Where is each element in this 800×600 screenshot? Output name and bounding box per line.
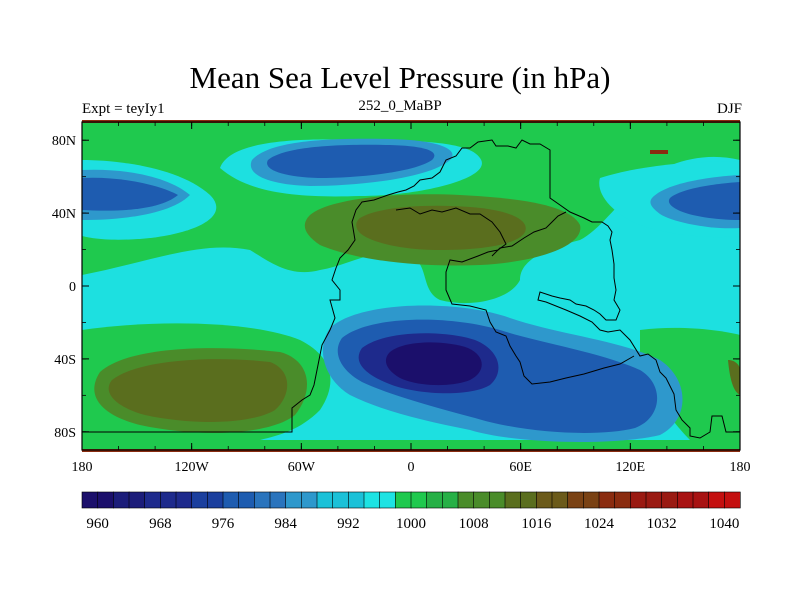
colorbar-swatch: [222, 491, 240, 509]
colorbar-swatch: [160, 491, 177, 509]
y-tick-label: 80N: [52, 134, 76, 149]
coastline-layer: [82, 139, 740, 439]
tethys-coast: [491, 211, 567, 257]
colorbar-swatch: [301, 491, 318, 509]
colorbar-swatch: [442, 491, 459, 509]
colorbar-swatch: [520, 491, 537, 509]
x-tick-label: 120W: [175, 460, 210, 475]
x-tick-label: 60E: [509, 460, 532, 475]
y-axis: 80N 40N 0 40S 80S: [52, 134, 740, 441]
colorbar-label: 992: [337, 516, 360, 532]
colorbar-swatch: [113, 491, 130, 509]
colorbar-label: 1040: [709, 516, 739, 532]
colorbar-swatch: [692, 491, 710, 509]
colorbar-swatch: [551, 491, 569, 509]
colorbar-swatch: [708, 491, 725, 509]
colorbar: 960 968 976 984 992 1000 1008 1016 1024 1032 1040: [81, 491, 741, 532]
colorbar-swatch: [97, 491, 114, 509]
colorbar-swatch: [724, 491, 741, 509]
colorbar-swatch: [348, 491, 365, 509]
contour-south-low-core: [385, 342, 482, 386]
colorbar-swatch: [238, 491, 255, 509]
x-tick-label: 0: [408, 460, 415, 475]
colorbar-swatch: [175, 491, 193, 509]
x-tick-label: 120E: [616, 460, 646, 475]
colorbar-swatch: [457, 491, 475, 509]
colorbar-swatch: [410, 491, 428, 509]
colorbar-swatch: [473, 491, 490, 509]
x-tick-label: 180: [72, 460, 93, 475]
colorbar-swatch: [661, 491, 678, 509]
colorbar-swatch: [191, 491, 208, 509]
colorbar-swatch: [128, 491, 146, 509]
arctic-high-spot: [650, 150, 668, 154]
contour-north-tethys-low-core: [668, 182, 740, 220]
colorbar-swatch: [536, 491, 553, 509]
colorbar-label: 1024: [584, 516, 615, 532]
colorbar-swatch: [379, 491, 396, 509]
contour-north-panthalassa-low-core: [267, 144, 435, 178]
colorbar-label: 1000: [396, 516, 426, 532]
colorbar-swatch: [583, 491, 600, 509]
colorbar-swatch: [269, 491, 287, 509]
chart-title: Mean Sea Level Pressure (in hPa): [189, 60, 611, 95]
colorbar-swatch: [504, 491, 522, 509]
pangea-interior-line: [395, 207, 635, 385]
y-tick-label: 40S: [54, 353, 76, 368]
colorbar-label: 984: [274, 516, 297, 532]
colorbar-swatch: [645, 491, 663, 509]
colorbar-label: 960: [86, 516, 109, 532]
colorbar-swatch: [316, 491, 334, 509]
x-tick-label: 60W: [288, 460, 316, 475]
colorbar-label: 968: [149, 516, 172, 532]
colorbar-swatch: [144, 491, 161, 509]
colorbar-swatch: [254, 491, 271, 509]
period-label: 252_0_MaBP: [358, 98, 442, 114]
x-tick-label: 180: [730, 460, 751, 475]
y-tick-label: 80S: [54, 426, 76, 441]
colorbar-swatch: [285, 491, 302, 509]
y-tick-label: 40N: [52, 207, 76, 222]
colorbar-swatch: [489, 491, 506, 509]
contour-south-east-olive: [728, 360, 740, 395]
pangea-coastline: [82, 139, 740, 439]
colorbar-swatch: [677, 491, 694, 509]
colorbar-swatch: [332, 491, 349, 509]
colorbar-label: 1008: [459, 516, 489, 532]
colorbar-swatch: [207, 491, 224, 509]
colorbar-swatch: [363, 491, 381, 509]
colorbar-label: 1016: [521, 516, 552, 532]
x-axis: 180 120W 60W 0 60E 120E 180: [72, 122, 751, 475]
colorbar-swatch: [614, 491, 631, 509]
y-tick-label: 0: [69, 280, 76, 295]
colorbar-swatch: [630, 491, 647, 509]
season-label: DJF: [716, 101, 742, 117]
contour-south-high-inner: [108, 359, 288, 422]
pressure-field: [82, 122, 740, 450]
colorbar-label: 976: [212, 516, 235, 532]
colorbar-swatch: [395, 491, 412, 509]
colorbar-swatch: [567, 491, 584, 509]
contour-north-pacific-low-core: [82, 177, 178, 211]
colorbar-swatch: [426, 491, 443, 509]
colorbar-swatch: [598, 491, 616, 509]
colorbar-swatch: [81, 491, 99, 509]
experiment-label: Expt = teyIy1: [82, 101, 165, 117]
colorbar-label: 1032: [647, 516, 677, 532]
contour-south-east-green: [640, 327, 740, 440]
